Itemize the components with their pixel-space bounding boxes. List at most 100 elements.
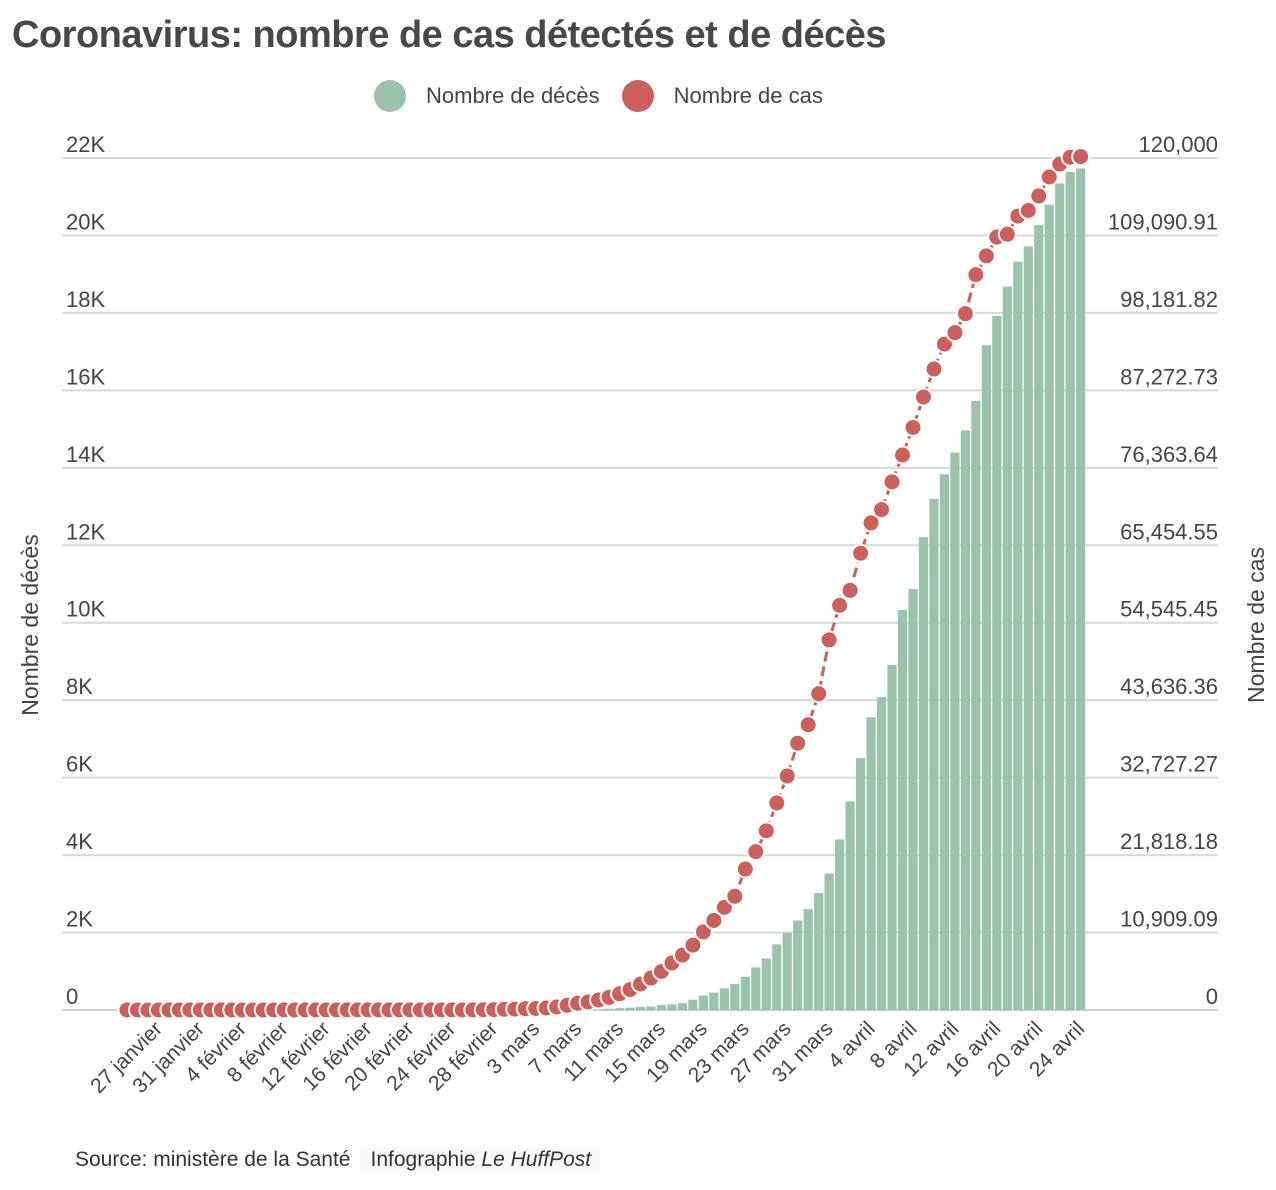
y-tick-right: 54,545.45 — [1120, 597, 1218, 622]
legend-item-deces[interactable]: Nombre de décès — [374, 80, 600, 112]
y-tick-left: 10K — [66, 597, 105, 622]
bar-deces — [1013, 261, 1023, 1010]
bar-deces — [625, 1007, 635, 1010]
legend: Nombre de décès Nombre de cas — [374, 80, 845, 112]
dot-cas — [893, 445, 913, 465]
y-tick-left: 22K — [66, 132, 105, 157]
footer: Source: ministère de la Santé Infographi… — [75, 1148, 602, 1172]
y-tick-right: 65,454.55 — [1120, 519, 1218, 544]
y-tick-right: 76,363.64 — [1120, 442, 1218, 467]
bar-deces — [709, 992, 719, 1010]
dot-cas — [819, 630, 839, 650]
bar-deces — [751, 967, 761, 1010]
bar-deces — [667, 1004, 677, 1010]
y-tick-left: 0 — [66, 984, 78, 1009]
dot-cas — [746, 842, 766, 862]
dot-cas — [767, 793, 787, 813]
bar-deces — [824, 873, 834, 1010]
bar-deces — [1076, 168, 1086, 1010]
y-tick-right: 32,727.27 — [1120, 752, 1218, 777]
dot-cas — [966, 265, 986, 285]
dot-cas — [913, 387, 933, 407]
y-tick-right: 109,090.91 — [1108, 209, 1218, 234]
y-tick-right: 21,818.18 — [1120, 829, 1218, 854]
legend-swatch-deces — [374, 80, 406, 112]
bar-deces — [772, 944, 782, 1010]
y-tick-left: 4K — [66, 829, 93, 854]
dot-cas — [955, 304, 975, 324]
bar-deces — [635, 1006, 646, 1010]
bar-deces — [814, 892, 824, 1010]
dot-cas — [924, 359, 944, 379]
dot-cas — [976, 246, 996, 266]
y-axis-right-title: Nombre de cas — [1243, 547, 1269, 703]
y-tick-left: 14K — [66, 442, 105, 467]
y-tick-right: 10,909.09 — [1120, 907, 1218, 932]
dot-cas — [945, 323, 965, 343]
bar-deces — [646, 1006, 656, 1010]
bar-deces — [960, 430, 970, 1010]
y-tick-left: 20K — [66, 209, 105, 234]
dot-cas — [851, 543, 871, 563]
bar-deces — [835, 839, 845, 1010]
dot-cas — [1071, 147, 1091, 167]
bar-deces — [719, 988, 729, 1010]
legend-item-cas[interactable]: Nombre de cas — [621, 80, 823, 112]
bar-deces — [1023, 246, 1033, 1011]
bar-deces — [876, 697, 887, 1010]
bar-deces — [856, 758, 866, 1010]
y-tick-left: 6K — [66, 752, 93, 777]
bar-deces — [793, 920, 803, 1010]
legend-label-deces: Nombre de décès — [426, 83, 600, 108]
bar-deces — [908, 589, 918, 1010]
dot-cas — [934, 334, 954, 354]
dot-cas — [830, 595, 850, 615]
dot-cas — [1018, 200, 1038, 220]
y-tick-left: 2K — [66, 907, 93, 932]
dot-cas — [903, 417, 923, 437]
bar-deces — [929, 498, 939, 1010]
y-tick-left: 16K — [66, 364, 105, 389]
bar-deces — [950, 452, 960, 1010]
y-tick-left: 12K — [66, 519, 105, 544]
y-axis-left-title: Nombre de décès — [17, 534, 43, 716]
bar-deces — [698, 995, 708, 1010]
dot-cas — [1029, 186, 1049, 206]
bar-deces — [939, 474, 950, 1011]
chart-title: Coronavirus: nombre de cas détectés et d… — [12, 14, 887, 56]
bar-deces — [604, 1008, 614, 1010]
x-tick-label: 4 avril — [824, 1017, 880, 1073]
y-tick-right: 98,181.82 — [1120, 287, 1218, 312]
credit-brand: Le HuffPost — [481, 1148, 592, 1171]
y-tick-right: 120,000 — [1138, 132, 1218, 157]
dot-cas — [683, 935, 703, 955]
dot-cas — [861, 513, 881, 533]
dot-cas — [872, 500, 892, 520]
bar-deces — [688, 999, 698, 1010]
dot-cas — [809, 684, 829, 704]
bar-deces — [740, 976, 750, 1010]
dot-cas — [777, 766, 797, 786]
dot-cas — [788, 733, 808, 753]
dot-cas — [756, 821, 776, 841]
credit-prefix: Infographie — [370, 1148, 482, 1171]
bar-deces — [614, 1008, 625, 1010]
dot-cas — [798, 715, 818, 735]
dot-cas — [735, 859, 755, 879]
bar-deces — [981, 345, 991, 1010]
bar-deces — [782, 932, 792, 1010]
bar-deces — [1044, 204, 1054, 1011]
bar-deces — [1055, 183, 1065, 1010]
y-tick-right: 43,636.36 — [1120, 674, 1218, 699]
bar-deces — [866, 717, 876, 1010]
bar-deces — [656, 1005, 667, 1010]
dot-cas — [725, 886, 745, 906]
dot-cas — [704, 910, 724, 930]
y-tick-left: 8K — [66, 674, 93, 699]
bar-deces — [1002, 286, 1012, 1010]
bar-deces — [1034, 225, 1044, 1010]
dot-cas — [693, 922, 713, 942]
y-tick-left: 18K — [66, 287, 105, 312]
y-tick-right: 87,272.73 — [1120, 364, 1218, 389]
